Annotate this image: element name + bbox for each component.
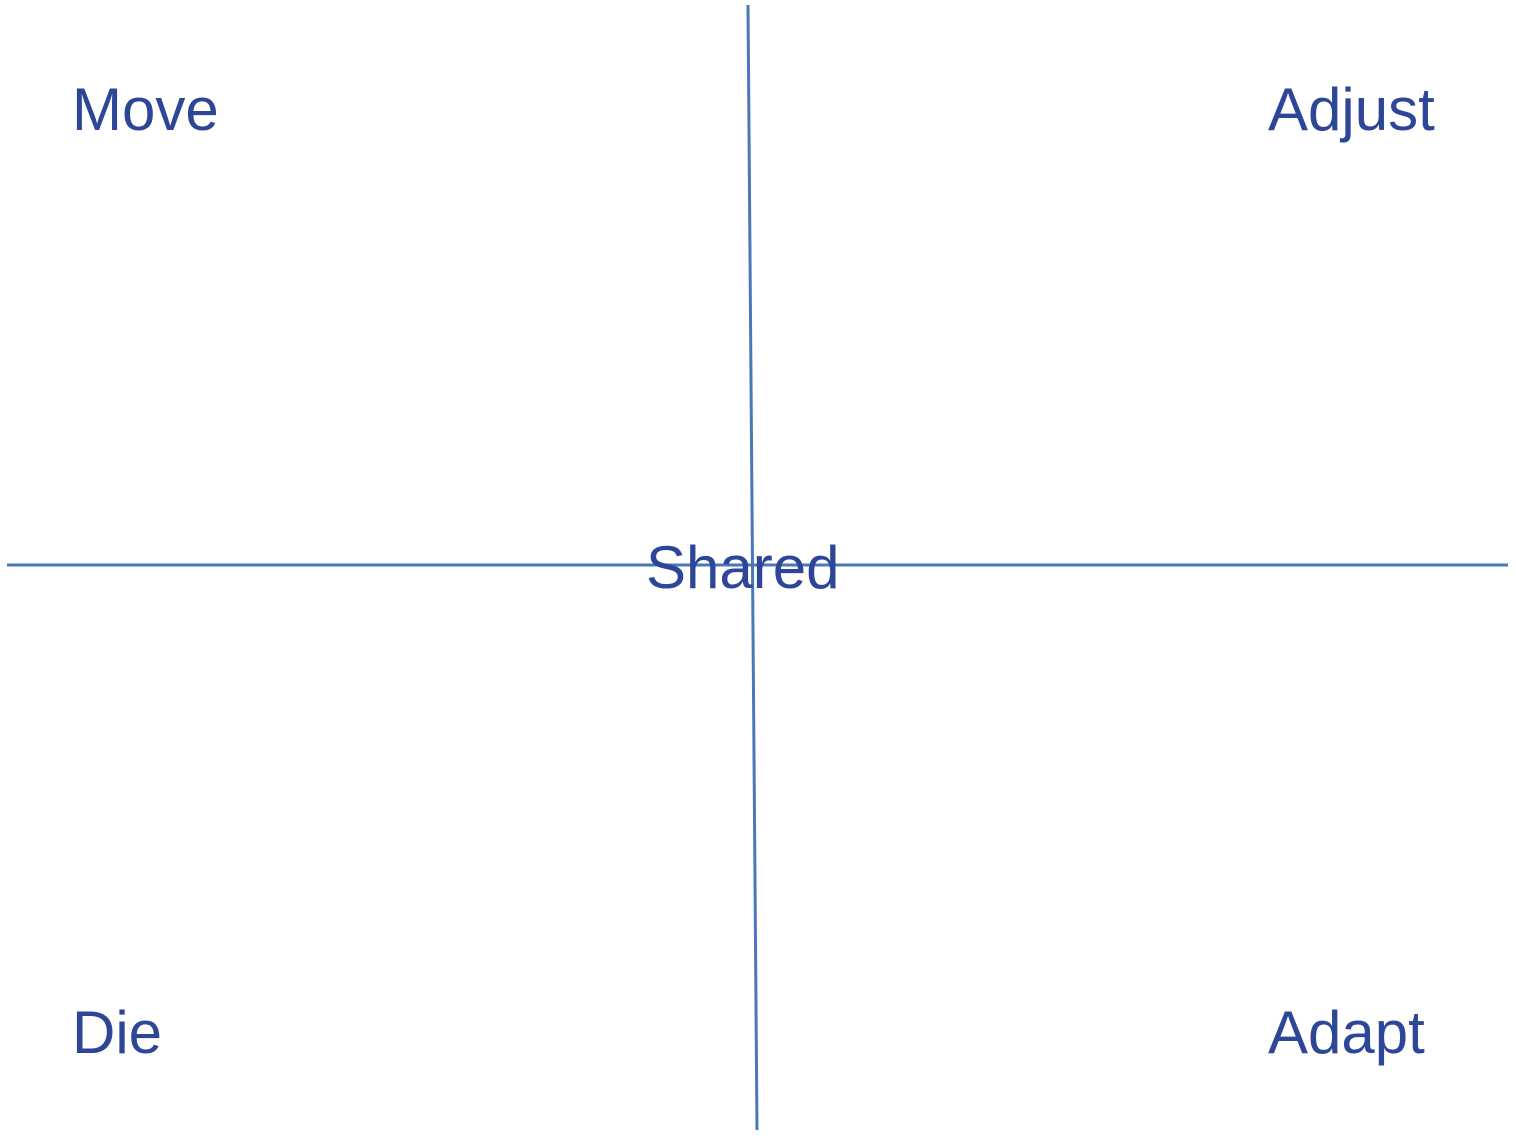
quadrant-label-move: Move: [72, 76, 219, 143]
center-label-shared: Shared: [646, 534, 840, 601]
quadrant-label-adapt: Adapt: [1268, 999, 1425, 1066]
quadrant-label-die: Die: [72, 999, 163, 1066]
quadrant-label-adjust: Adjust: [1268, 76, 1435, 143]
vertical-axis: [746, 4, 759, 1131]
